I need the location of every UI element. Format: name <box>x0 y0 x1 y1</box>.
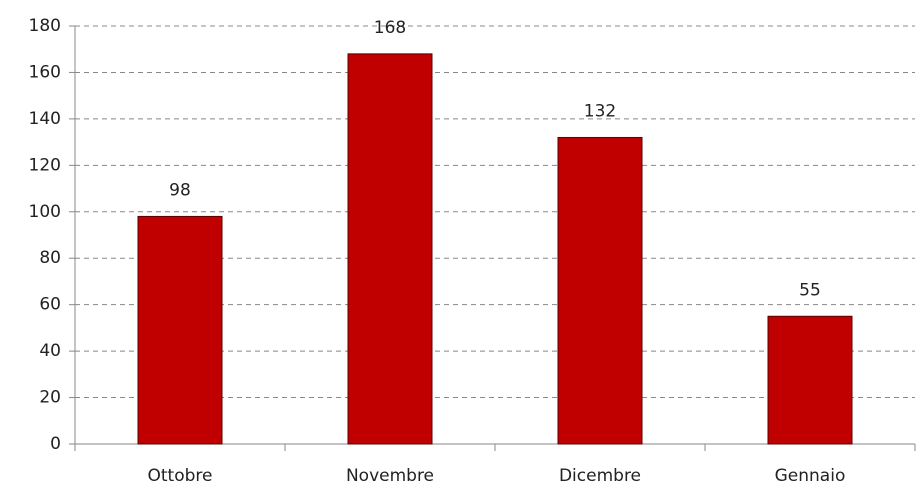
y-tick-label: 80 <box>39 248 61 268</box>
y-tick-label: 140 <box>29 109 61 129</box>
x-tick-label: Gennaio <box>775 466 846 486</box>
y-tick-label: 20 <box>39 388 61 408</box>
y-tick-label: 120 <box>29 155 61 175</box>
data-label: 168 <box>374 18 406 38</box>
bar <box>557 136 643 445</box>
x-tick-label: Dicembre <box>559 466 641 486</box>
bar <box>767 315 853 445</box>
bar <box>137 215 223 445</box>
bar <box>347 53 433 445</box>
x-tick-label: Ottobre <box>148 466 213 486</box>
data-label: 55 <box>799 280 821 300</box>
data-label: 132 <box>584 101 616 121</box>
y-tick-label: 160 <box>29 62 61 82</box>
y-tick-label: 100 <box>29 202 61 222</box>
y-tick-label: 0 <box>50 434 61 454</box>
y-tick-label: 40 <box>39 341 61 361</box>
y-tick-label: 180 <box>29 16 61 36</box>
y-tick-label: 60 <box>39 295 61 315</box>
data-label: 98 <box>169 180 191 200</box>
x-tick-label: Novembre <box>346 466 434 486</box>
